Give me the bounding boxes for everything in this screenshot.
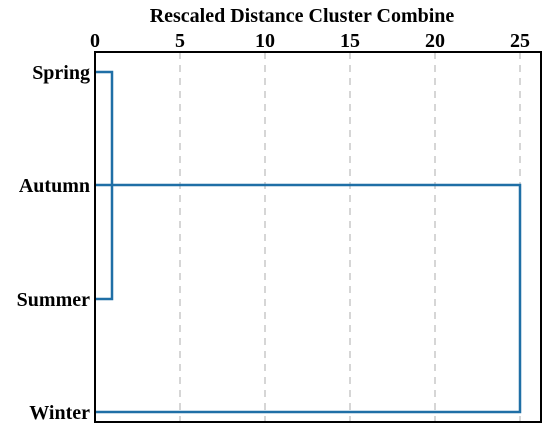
leaf-labels: Spring Autumn Summer Winter — [17, 62, 90, 424]
x-tick-label-15: 15 — [340, 30, 360, 52]
x-tick-label-0: 0 — [90, 30, 100, 52]
x-tick-label-25: 25 — [510, 30, 530, 52]
leaf-label-summer: Summer — [17, 289, 90, 311]
chart-title: Rescaled Distance Cluster Combine — [150, 5, 455, 27]
plot-frame — [94, 51, 542, 423]
leaf-label-spring: Spring — [32, 62, 90, 84]
leaf-label-winter: Winter — [29, 402, 90, 424]
x-tick-label-20: 20 — [425, 30, 445, 52]
dendrogram-links — [96, 70, 522, 414]
leaf-label-autumn: Autumn — [19, 175, 90, 197]
link-cluster-winter — [96, 183, 522, 414]
x-tick-label-10: 10 — [255, 30, 275, 52]
x-axis-ticks: 0 5 10 15 20 25 — [90, 30, 530, 52]
grid-lines — [179, 52, 521, 422]
x-tick-label-5: 5 — [175, 30, 185, 52]
